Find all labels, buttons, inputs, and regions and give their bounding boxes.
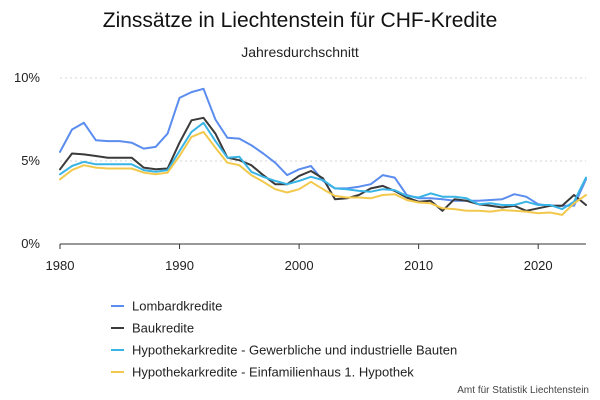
y-tick-label: 5% bbox=[21, 153, 40, 168]
grid bbox=[60, 77, 586, 162]
chart-subtitle: Jahresdurchschnitt bbox=[241, 44, 359, 60]
legend-label: Lombardkredite bbox=[132, 299, 222, 314]
legend-label: Hypothekarkredite - Gewerbliche und indu… bbox=[132, 343, 457, 358]
series-line-3 bbox=[59, 121, 587, 211]
legend-label: Hypothekarkredite - Einfamilienhaus 1. H… bbox=[132, 365, 414, 380]
source-note: Amt für Statistik Liechtenstein bbox=[457, 385, 589, 396]
series-line-2 bbox=[59, 116, 587, 212]
x-tick-label: 2010 bbox=[404, 258, 433, 273]
legend-label: Baukredite bbox=[132, 321, 194, 336]
series-line-4 bbox=[59, 130, 587, 216]
x-tick-label: 1980 bbox=[46, 258, 75, 273]
x-tick-label: 2020 bbox=[524, 258, 553, 273]
axes: 0% 5% 10% 1980 1990 2000 2010 2020 bbox=[14, 70, 586, 273]
y-tick-label: 10% bbox=[14, 70, 40, 85]
legend: Lombardkredite Baukredite Hypothekarkredit… bbox=[111, 299, 457, 380]
y-tick-label: 0% bbox=[21, 236, 40, 251]
x-tick-label: 1990 bbox=[165, 258, 194, 273]
chart-title: Zinssätze in Liechtenstein für CHF-Kredi… bbox=[103, 9, 498, 32]
plot-series bbox=[59, 87, 587, 216]
x-tick-label: 2000 bbox=[285, 258, 314, 273]
